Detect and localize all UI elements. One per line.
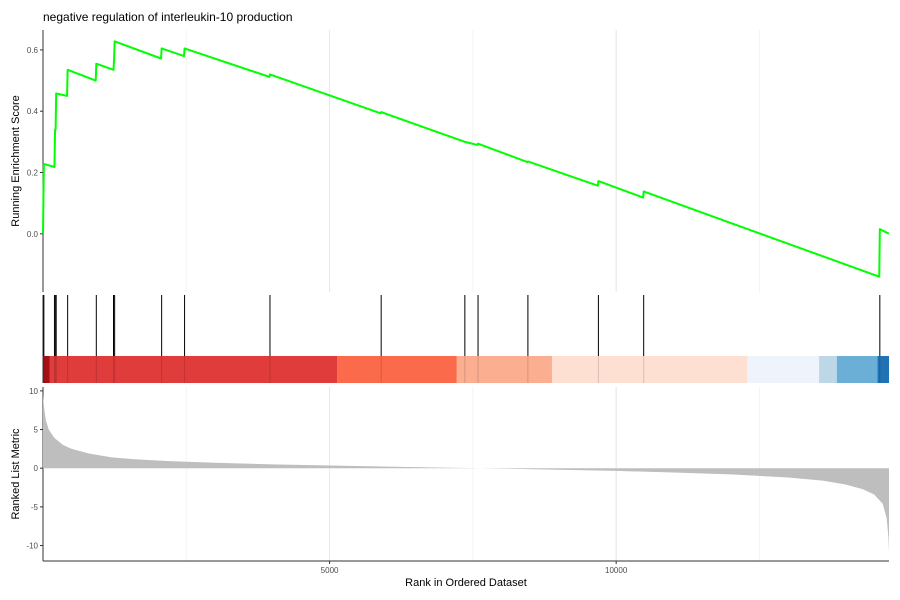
y-tick-label-top: 0.4 [27, 107, 39, 116]
y-tick-label-bottom: -5 [31, 503, 39, 512]
heat-band [877, 356, 889, 383]
running-es-line [42, 40, 890, 278]
grid-lines [185, 30, 760, 561]
rank-heat-strip [43, 356, 889, 383]
heat-band [337, 356, 457, 383]
y-axis-title-running-es: Running Enrichment Score [10, 95, 22, 226]
ranked-metric-area [43, 394, 889, 553]
x-tick-label: 10000 [605, 566, 628, 575]
heat-band [456, 356, 552, 383]
heat-band [49, 356, 338, 383]
heat-band [836, 356, 878, 383]
heat-band [819, 356, 837, 383]
plot-frame [42, 30, 889, 562]
y-tick-label-bottom: 10 [29, 387, 38, 396]
y-tick-label-bottom: 0 [34, 464, 39, 473]
y-tick-label-top: 0.6 [27, 46, 39, 55]
y-tick-label-top: 0.0 [27, 230, 39, 239]
x-tick-label: 5000 [321, 566, 339, 575]
y-tick-label-bottom: 5 [34, 426, 39, 435]
y-axis-title-ranked-metric: Ranked List Metric [10, 428, 22, 520]
running-enrichment-panel: 0.0 0.2 0.4 0.6 [27, 40, 890, 278]
x-axis-title: Rank in Ordered Dataset [405, 577, 527, 589]
heat-band [747, 356, 820, 383]
heat-band [551, 356, 748, 383]
gene-hit-panel [43, 295, 881, 356]
chart-title: negative regulation of interleukin-10 pr… [43, 10, 293, 24]
y-tick-label-top: 0.2 [27, 168, 39, 177]
heat-band [43, 356, 50, 383]
ranked-metric-panel: 10 5 0 -5 -10 5000 10000 [26, 387, 889, 575]
y-tick-label-bottom: -10 [26, 542, 38, 551]
